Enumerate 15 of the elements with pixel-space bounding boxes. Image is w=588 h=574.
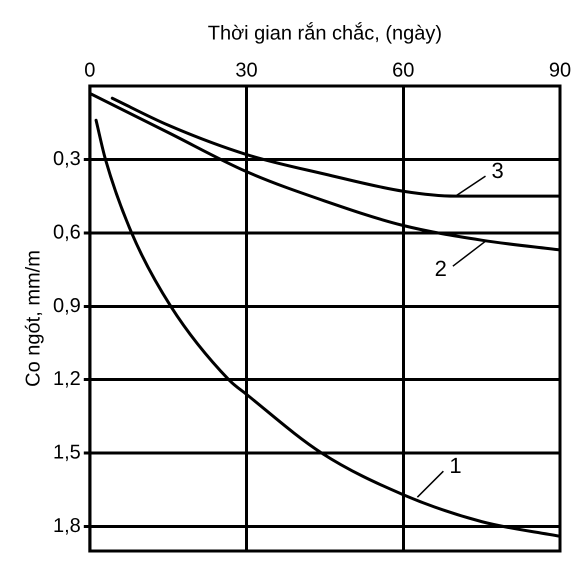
y-axis-title: Co ngót, mm/m	[22, 250, 45, 387]
x-tick-label: 0	[84, 60, 96, 82]
x-tick-label: 60	[392, 60, 414, 82]
x-tick-label: 30	[235, 60, 258, 82]
y-tick-label: 0,3	[52, 148, 81, 170]
y-tick-label: 1,2	[52, 368, 81, 390]
y-tick-label: 1,8	[52, 515, 81, 538]
annotation: 1	[449, 453, 462, 478]
y-tick-label: 0,6	[52, 221, 81, 244]
y-tick-label: 1,5	[52, 442, 81, 464]
x-tick-label: 90	[548, 60, 572, 82]
annotation: 2	[434, 256, 447, 282]
annotation: 3	[492, 158, 504, 184]
x-axis-title: Thời gian rắn chắc, (ngày)	[208, 22, 442, 45]
y-tick-label: 0,9	[52, 294, 81, 317]
